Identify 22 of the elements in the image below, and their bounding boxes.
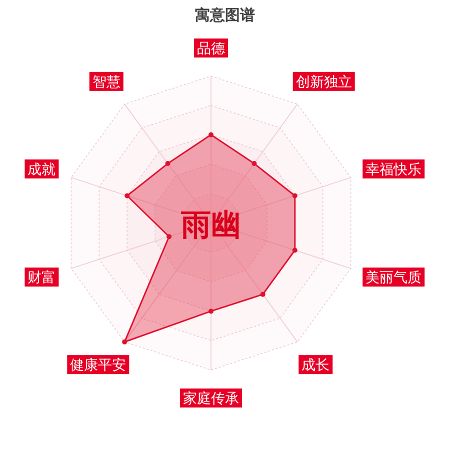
chart-title: 寓意图谱 xyxy=(195,6,255,24)
spoke-label: 健康平安 xyxy=(70,358,126,374)
label: 幸福快乐 xyxy=(362,159,425,178)
label: 健康平安 xyxy=(67,355,130,374)
label: 品德 xyxy=(194,38,228,58)
label: 美丽气质 xyxy=(362,268,425,287)
label: 创新独立 xyxy=(292,72,355,91)
label: 成就 xyxy=(24,159,59,178)
spoke-label: 家庭传承 xyxy=(183,391,239,407)
spoke-label: 幸福快乐 xyxy=(366,162,422,178)
spoke-label: 创新独立 xyxy=(296,74,352,90)
spoke-label: 财富 xyxy=(28,270,56,286)
label: 智慧 xyxy=(89,72,124,91)
spoke-label: 品德 xyxy=(197,41,225,57)
text: 雨幽 xyxy=(180,208,241,243)
spoke-label: 成长 xyxy=(302,358,330,374)
label: 成长 xyxy=(298,355,333,374)
spoke-label: 智慧 xyxy=(92,74,120,90)
spoke-label: 成就 xyxy=(28,162,56,178)
label: 家庭传承 xyxy=(180,388,242,408)
spoke-label: 美丽气质 xyxy=(366,270,422,286)
label: 财富 xyxy=(24,268,59,287)
